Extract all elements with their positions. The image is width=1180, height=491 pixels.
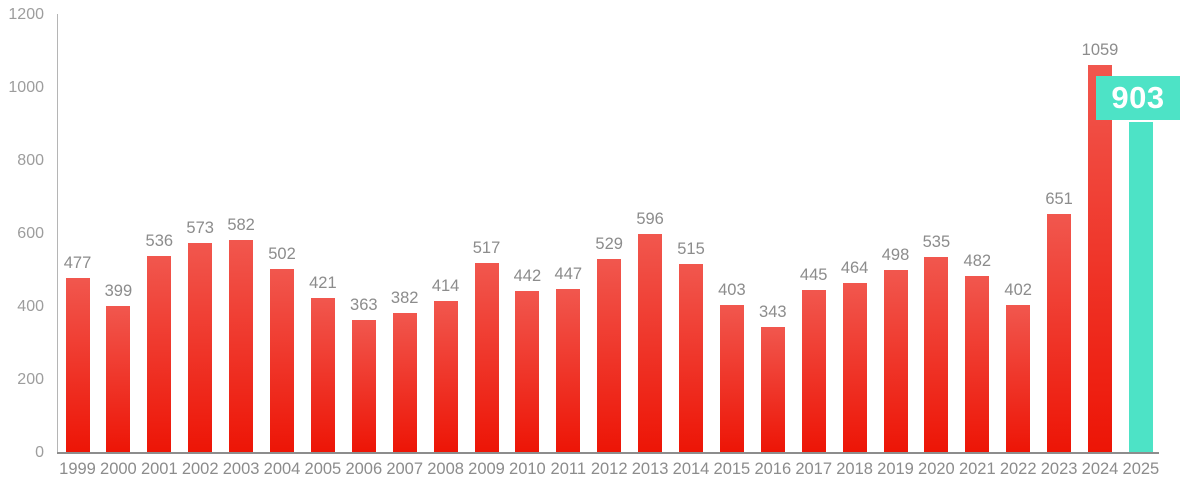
bar-value-label: 382 <box>390 288 419 307</box>
bar-value-label: 515 <box>677 240 705 259</box>
x-axis-category-label: 2025 <box>1122 460 1160 478</box>
bar-2017 <box>801 289 826 452</box>
x-axis-category-label: 2012 <box>590 460 628 478</box>
bar-2002 <box>188 242 213 452</box>
bar-value-label: 573 <box>186 218 214 237</box>
bar-2014 <box>679 264 703 452</box>
bar-2007 <box>392 312 417 452</box>
bar-value-label: 445 <box>799 265 828 284</box>
bar-2011 <box>556 288 581 452</box>
x-axis-category-label: 2006 <box>345 460 383 478</box>
x-axis-category-label: 2010 <box>509 460 546 478</box>
bar-value-label: 529 <box>595 234 623 253</box>
bar-2009 <box>474 263 499 452</box>
bar-value-label: 477 <box>63 253 92 272</box>
bar-2022 <box>1006 305 1031 452</box>
x-axis-category-label: 2024 <box>1081 460 1119 478</box>
bar-value-label: 596 <box>636 210 664 229</box>
bar-2006 <box>351 319 376 452</box>
x-axis-category-label: 2007 <box>386 460 424 478</box>
x-axis-category-label: 2023 <box>1040 460 1078 478</box>
bar-2001 <box>147 256 172 452</box>
bar-value-label: 517 <box>472 239 501 258</box>
bar-2010 <box>515 290 540 452</box>
bar-2000 <box>106 306 131 452</box>
bar-2021 <box>965 276 990 452</box>
x-axis-category-label: 2017 <box>795 460 833 478</box>
bar-value-label: 442 <box>513 266 542 285</box>
x-axis-category-label: 2016 <box>754 460 792 478</box>
bar-2024 <box>1088 65 1112 452</box>
x-axis-category-label: 2002 <box>181 460 219 478</box>
bar-value-label: 402 <box>1004 281 1032 300</box>
bar-value-label: 343 <box>759 302 787 321</box>
x-axis-category-label: 2005 <box>304 460 342 478</box>
bar-value-label: 651 <box>1045 190 1073 209</box>
bar-2013 <box>638 234 663 452</box>
bar-2025 <box>1128 122 1153 452</box>
bar-value-label: 536 <box>145 232 174 251</box>
bar-value-label: 447 <box>554 264 583 283</box>
x-axis-category-label: 2015 <box>713 460 751 478</box>
bar-value-label: 498 <box>881 246 910 265</box>
x-axis-category-label: 2001 <box>140 460 178 478</box>
bar-2020 <box>924 256 949 452</box>
bar-value-label: 464 <box>840 258 869 277</box>
bar-2003 <box>229 239 254 452</box>
x-axis-category-label: 2018 <box>836 460 873 478</box>
bar-2018 <box>842 282 867 452</box>
bar-2016 <box>760 326 785 452</box>
bar-value-label: 482 <box>963 252 992 271</box>
bar-1999 <box>65 277 90 452</box>
x-axis-category-label: 2011 <box>550 460 587 478</box>
bar-value-label: 502 <box>268 244 296 263</box>
bar-value-label: 403 <box>718 280 746 299</box>
x-axis-category-label: 2020 <box>918 460 955 478</box>
x-axis-category-label: 2009 <box>468 460 505 478</box>
x-axis-category-label: 1999 <box>59 460 96 478</box>
x-axis-category-label: 2021 <box>958 460 996 478</box>
y-axis-line <box>57 14 58 452</box>
bar-value-label: 1059 <box>1081 41 1119 60</box>
x-axis-category-label: 2019 <box>877 460 914 478</box>
bar-2015 <box>719 304 744 452</box>
bar-value-label: 421 <box>309 274 337 293</box>
y-axis-tick-label: 1000 <box>8 79 44 96</box>
x-axis-category-label: 2003 <box>222 460 260 478</box>
bar-2012 <box>597 258 622 452</box>
bar-value-label: 399 <box>104 282 133 301</box>
x-axis-category-label: 2004 <box>263 460 301 478</box>
bar-2004 <box>270 268 294 452</box>
bar-value-label: 414 <box>431 276 460 295</box>
bar-2019 <box>883 270 908 452</box>
highlight-value-badge: 903 <box>1096 76 1180 120</box>
y-axis-tick-label: 600 <box>17 225 44 242</box>
y-axis-tick-label: 800 <box>17 152 44 169</box>
y-axis-tick-label: 0 <box>35 444 44 461</box>
x-axis-category-label: 2022 <box>999 460 1037 478</box>
y-axis-tick-label: 400 <box>17 298 44 315</box>
y-axis-tick-label: 1200 <box>8 6 44 23</box>
x-axis-category-label: 2013 <box>631 460 669 478</box>
bar-value-label: 582 <box>227 215 255 234</box>
x-axis-category-label: 2008 <box>427 460 464 478</box>
bar-value-label: 363 <box>350 295 378 314</box>
y-axis-tick-label: 200 <box>17 371 44 388</box>
bar-value-label: 535 <box>922 232 951 251</box>
bar-2023 <box>1047 214 1072 452</box>
x-axis-category-label: 2000 <box>100 460 137 478</box>
bar-2005 <box>310 298 335 452</box>
x-axis-line <box>57 452 1159 454</box>
x-axis-category-label: 2014 <box>672 460 710 478</box>
bar-2008 <box>433 300 458 452</box>
